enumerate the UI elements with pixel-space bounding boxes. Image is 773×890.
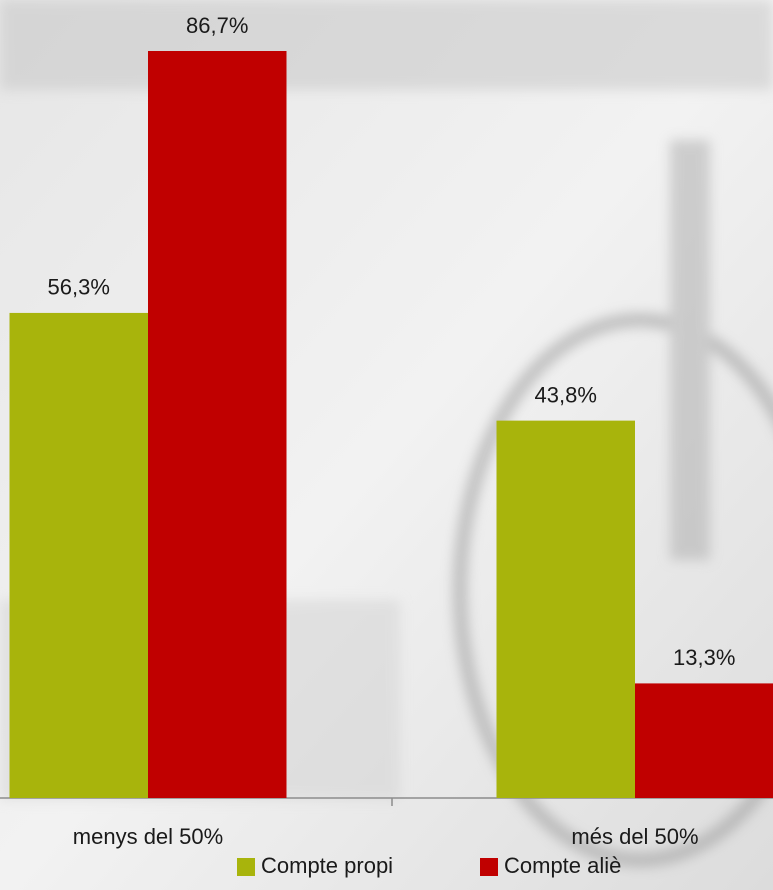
legend-swatch [480, 858, 498, 876]
bar [9, 312, 148, 798]
bar [148, 51, 287, 798]
data-label: 43,8% [535, 382, 597, 407]
data-label: 13,3% [673, 645, 735, 670]
legend-label: Compte aliè [504, 853, 621, 878]
data-label: 56,3% [48, 275, 110, 300]
bar [496, 420, 635, 798]
x-tick-label: més del 50% [571, 824, 698, 849]
legend-swatch [237, 858, 255, 876]
x-tick-label: menys del 50% [73, 824, 223, 849]
bar [635, 683, 773, 798]
data-label: 86,7% [186, 13, 248, 38]
legend-label: Compte propi [261, 853, 393, 878]
